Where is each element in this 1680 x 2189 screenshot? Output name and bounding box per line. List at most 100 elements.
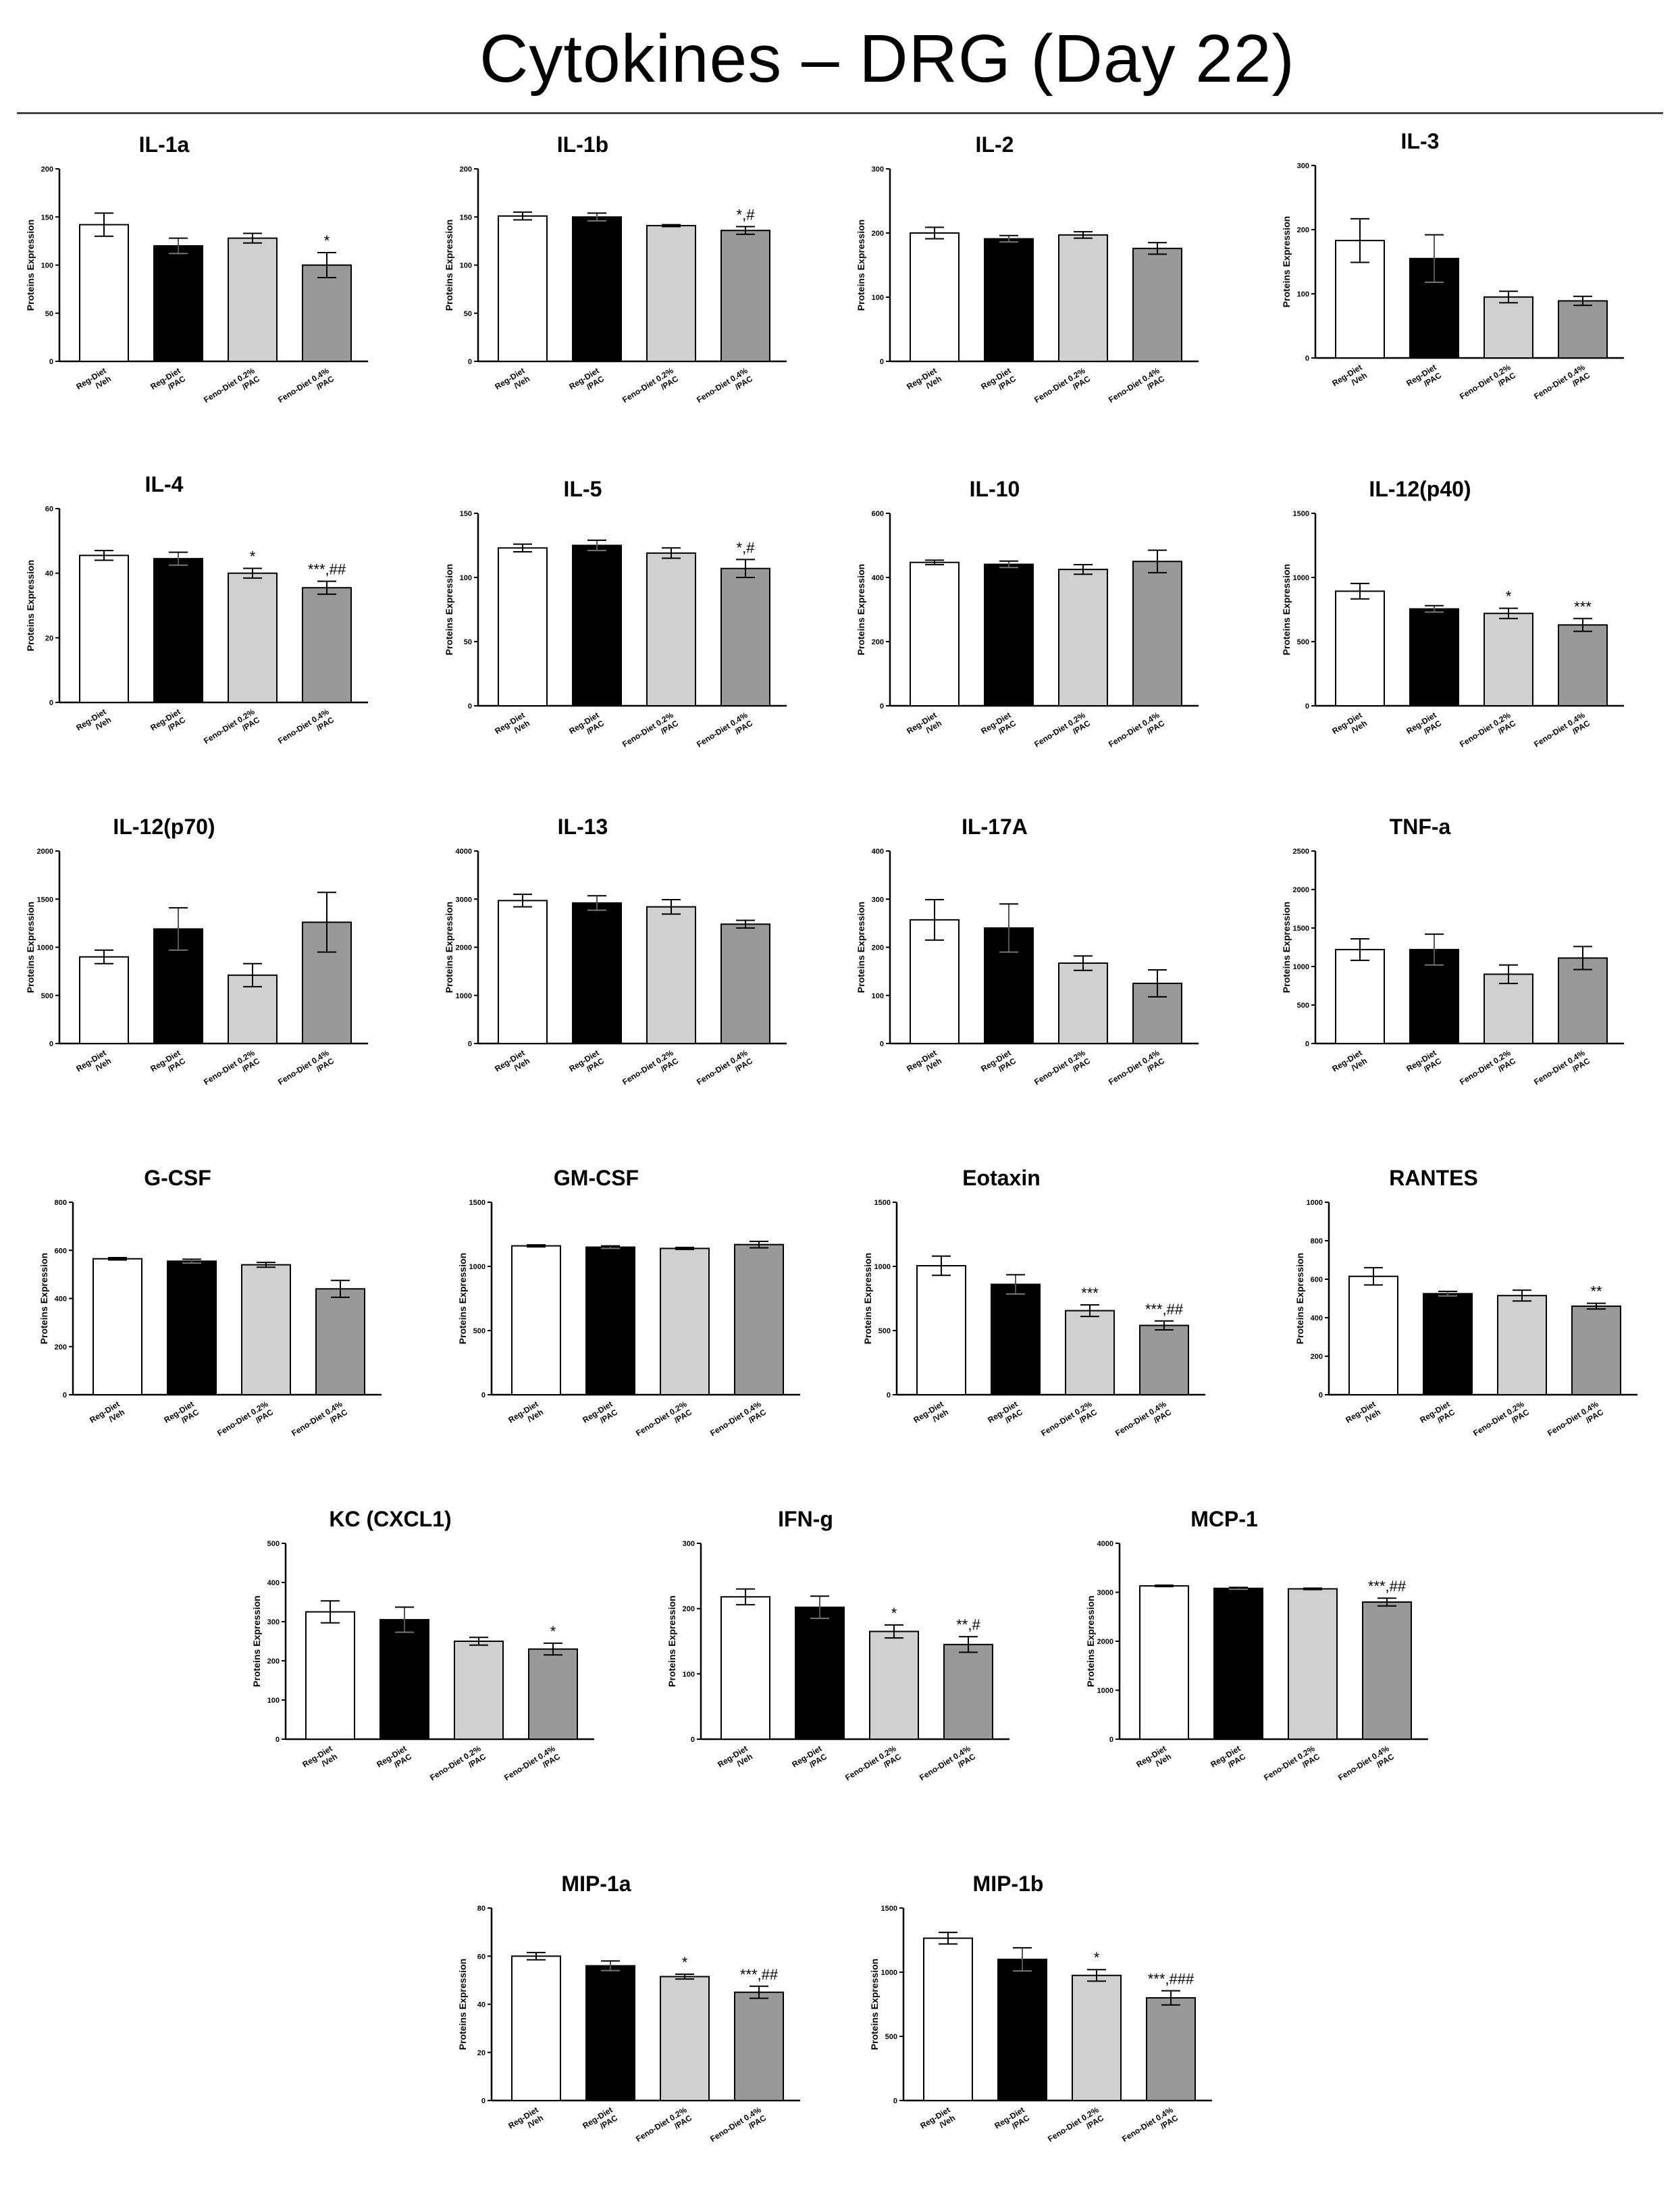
x-tick-label: Reg-Diet/PAC <box>581 2105 619 2138</box>
x-tick-label: Feno-Diet 0.4%/PAC <box>708 1399 768 1446</box>
bar <box>1497 1295 1547 1395</box>
y-axis-label: Proteins Expression <box>856 564 866 655</box>
chart-il-3: IL-3 Proteins Expression 0 100 200 300 Reg-Die… <box>1281 129 1624 409</box>
x-tick-label: Feno-Diet 0.4%/PAC <box>276 365 336 413</box>
x-tick-label: Reg-Diet/Veh <box>716 1744 754 1778</box>
bar <box>1058 234 1108 362</box>
x-tick-label: Reg-Diet/Veh <box>905 711 943 744</box>
x-tick-label: Reg-Diet/Veh <box>1134 1744 1173 1778</box>
y-tick-label: 50 <box>464 638 472 646</box>
chart-title: IL-2 <box>976 132 1014 157</box>
x-tick-label: Reg-Diet/Veh <box>74 366 113 400</box>
chart-il-12-p70: IL-12(p70) Proteins Expression 0 500 1000 150… <box>25 815 368 1087</box>
bar <box>984 563 1034 707</box>
y-tick-label: 500 <box>267 1540 280 1548</box>
x-tick-label: Reg-Diet/PAC <box>979 1048 1018 1081</box>
chart-title: MIP-1b <box>973 1872 1044 1896</box>
x-tick-label: Reg-Diet/PAC <box>993 2105 1031 2138</box>
x-tick-label: Feno-Diet 0.4%/PAC <box>1532 362 1592 409</box>
y-axis-label: Proteins Expression <box>1085 1595 1096 1686</box>
significance-label: ***,## <box>1145 1301 1184 1318</box>
y-tick-label: 400 <box>267 1579 280 1587</box>
chart-mip-1a: MIP-1a Proteins Expression 0 20 40 60 80 Reg-Di… <box>457 1872 800 2144</box>
x-tick-label: Feno-Diet 0.4%/PAC <box>1113 1399 1173 1446</box>
y-tick-label: 50 <box>45 310 53 318</box>
x-tick-label: Reg-Diet/Veh <box>300 1744 339 1778</box>
y-tick-label: 600 <box>1311 1276 1323 1284</box>
x-tick-label: Feno-Diet 0.4%/PAC <box>502 1743 562 1791</box>
y-tick-label: 200 <box>872 944 884 952</box>
significance-label: * <box>1506 588 1512 605</box>
bar <box>315 1288 365 1395</box>
significance-label: *** <box>1081 1285 1099 1302</box>
y-tick-label: 200 <box>1311 1353 1323 1361</box>
y-tick-label: 1000 <box>1097 1687 1113 1695</box>
y-axis-label: Proteins Expression <box>869 1959 880 2050</box>
x-tick-label: Feno-Diet 0.2%/PAC <box>1032 365 1092 413</box>
y-tick-label: 0 <box>1319 1391 1323 1399</box>
x-tick-label: Reg-Diet/PAC <box>790 1743 829 1777</box>
chart-title: IL-10 <box>970 477 1020 501</box>
chart-title: IFN-g <box>778 1507 833 1531</box>
y-tick-label: 0 <box>468 702 472 711</box>
significance-label: * <box>324 232 330 249</box>
chart-title: KC (CXCL1) <box>329 1507 451 1531</box>
x-tick-label: Feno-Diet 0.4%/PAC <box>1532 1048 1592 1095</box>
y-tick-label: 0 <box>63 1391 67 1399</box>
significance-label: ** <box>1590 1283 1602 1300</box>
y-tick-label: 1500 <box>881 1905 897 1913</box>
x-tick-label: Reg-Diet/PAC <box>149 365 187 399</box>
chart-title: MCP-1 <box>1190 1507 1258 1531</box>
x-tick-label: Feno-Diet 0.4%/PAC <box>1107 710 1166 757</box>
x-tick-label: Feno-Diet 0.2%/PAC <box>215 1399 275 1446</box>
bar <box>79 555 129 703</box>
bar <box>1072 1974 1122 2101</box>
y-tick-label: 60 <box>45 505 53 513</box>
bar <box>228 237 278 362</box>
chart-kc-cxcl1: KC (CXCL1) Proteins Expression 0 100 200 300 4… <box>251 1507 594 1791</box>
y-tick-label: 150 <box>460 213 472 222</box>
y-tick-label: 1000 <box>37 944 53 952</box>
y-tick-label: 80 <box>477 1905 485 1913</box>
y-tick-label: 500 <box>1297 1002 1309 1010</box>
x-tick-label: Reg-Diet/Veh <box>74 1048 113 1082</box>
x-tick-label: Feno-Diet 0.2%/PAC <box>1458 710 1517 757</box>
chart-il-12-p40: IL-12(p40) Proteins Expression 0 500 1000 150… <box>1281 477 1624 757</box>
y-axis-label: Proteins Expression <box>1294 1253 1305 1344</box>
bar <box>1288 1588 1338 1741</box>
bar <box>984 238 1034 362</box>
significance-label: * <box>682 1954 688 1971</box>
y-tick-label: 0 <box>481 1391 485 1399</box>
bar <box>302 264 352 362</box>
y-tick-label: 0 <box>1305 1040 1309 1048</box>
y-tick-label: 500 <box>1297 638 1309 646</box>
y-axis-label: Proteins Expression <box>251 1595 262 1686</box>
y-tick-label: 0 <box>468 358 472 366</box>
bar <box>153 558 203 703</box>
significance-label: ***,## <box>1368 1578 1407 1595</box>
y-tick-label: 1500 <box>1293 510 1309 518</box>
y-tick-label: 500 <box>473 1327 485 1335</box>
bar <box>572 216 622 362</box>
bar <box>79 956 129 1044</box>
bar <box>93 1258 142 1395</box>
bar <box>646 906 696 1045</box>
x-tick-label: Reg-Diet/Veh <box>506 1399 545 1433</box>
chart-title: G-CSF <box>144 1166 211 1190</box>
x-tick-label: Reg-Diet/PAC <box>1405 710 1443 744</box>
page-title: Cytokines – DRG (Day 22) <box>479 21 1295 97</box>
bar <box>869 1630 919 1740</box>
y-axis-label: Proteins Expression <box>25 220 36 311</box>
chart-title: IL-12(p70) <box>113 815 215 839</box>
chart-title: IL-13 <box>558 815 608 839</box>
y-tick-label: 0 <box>275 1736 280 1744</box>
chart-tnf-a: TNF-a Proteins Expression 0 500 1000 1500 2000… <box>1281 815 1624 1095</box>
x-tick-label: Feno-Diet 0.4%/PAC <box>1336 1743 1396 1791</box>
x-tick-label: Feno-Diet 0.2%/PAC <box>621 1048 680 1095</box>
chart-ifn-g: IFN-g Proteins Expression 0 100 200 300 Reg-Di… <box>666 1507 1009 1782</box>
y-tick-label: 0 <box>49 358 53 366</box>
y-tick-label: 40 <box>477 2001 485 2009</box>
chart-title: IL-1a <box>139 132 190 157</box>
y-tick-label: 0 <box>880 702 884 711</box>
significance-label: * <box>550 1623 556 1640</box>
